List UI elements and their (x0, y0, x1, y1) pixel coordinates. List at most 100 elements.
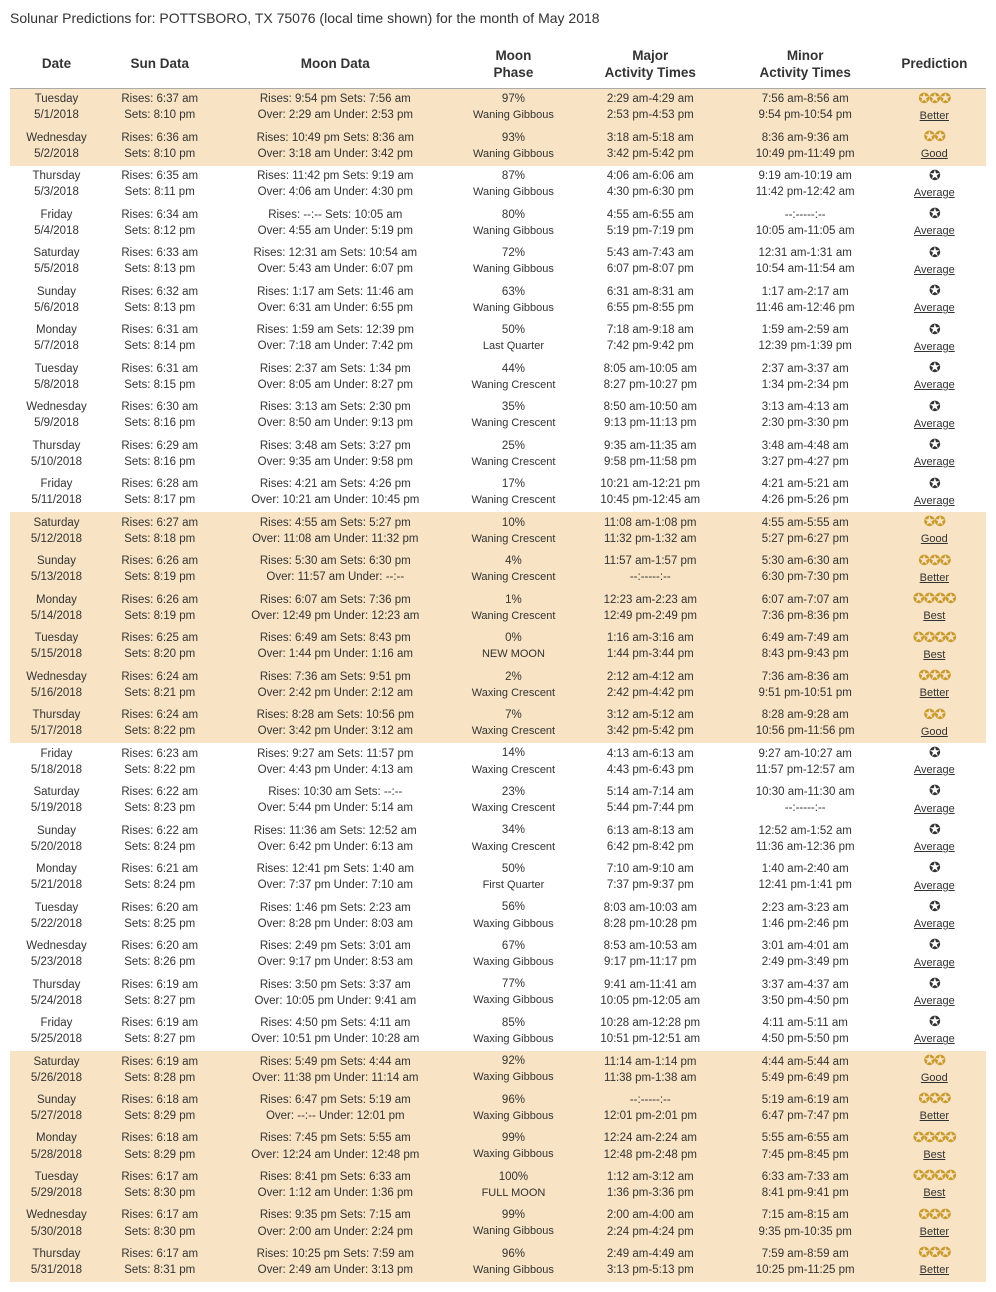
cell-pred: ✪Average (883, 820, 986, 858)
cell-minor: 9:19 am-10:19 am11:42 pm-12:42 am (728, 166, 883, 204)
cell-sun: Rises: 6:20 amSets: 8:25 pm (103, 897, 217, 935)
cell-major: 2:00 am-4:00 am2:24 pm-4:24 pm (573, 1205, 728, 1243)
cell-minor: 3:37 am-4:37 am3:50 pm-4:50 pm (728, 974, 883, 1012)
cell-major: 11:08 am-1:08 pm11:32 pm-1:32 am (573, 512, 728, 550)
cell-minor: 2:37 am-3:37 am1:34 pm-2:34 pm (728, 358, 883, 396)
cell-sun: Rises: 6:26 amSets: 8:19 pm (103, 551, 217, 589)
cell-pred: ✪✪✪Better (883, 551, 986, 589)
cell-pred: ✪Average (883, 781, 986, 819)
cell-date: Tuesday5/8/2018 (10, 358, 103, 396)
cell-phase: 77%Waxing Gibbous (454, 974, 573, 1012)
cell-date: Thursday5/10/2018 (10, 435, 103, 473)
cell-phase: 0%NEW MOON (454, 628, 573, 666)
cell-phase: 7%Waxing Crescent (454, 705, 573, 743)
table-row: Sunday5/6/2018Rises: 6:32 amSets: 8:13 p… (10, 281, 986, 319)
star-icon: ✪✪✪✪ (913, 1167, 956, 1183)
cell-minor: 3:48 am-4:48 am3:27 pm-4:27 pm (728, 435, 883, 473)
star-icon: ✪✪✪ (918, 667, 950, 683)
cell-phase: 14%Waxing Crescent (454, 743, 573, 781)
cell-moon: Rises: 8:41 pm Sets: 6:33 amOver: 1:12 a… (217, 1166, 455, 1204)
cell-minor: 1:17 am-2:17 am11:46 am-12:46 pm (728, 281, 883, 319)
table-row: Friday5/25/2018Rises: 6:19 amSets: 8:27 … (10, 1012, 986, 1050)
table-row: Thursday5/24/2018Rises: 6:19 amSets: 8:2… (10, 974, 986, 1012)
cell-major: 3:18 am-5:18 am3:42 pm-5:42 pm (573, 127, 728, 165)
cell-date: Monday5/14/2018 (10, 589, 103, 627)
cell-major: 7:10 am-9:10 am7:37 pm-9:37 pm (573, 858, 728, 896)
cell-date: Sunday5/27/2018 (10, 1089, 103, 1127)
cell-phase: 80%Waning Gibbous (454, 204, 573, 242)
table-row: Tuesday5/1/2018Rises: 6:37 amSets: 8:10 … (10, 88, 986, 127)
cell-sun: Rises: 6:31 amSets: 8:14 pm (103, 320, 217, 358)
table-row: Wednesday5/16/2018Rises: 6:24 amSets: 8:… (10, 666, 986, 704)
cell-minor: 5:19 am-6:19 am6:47 pm-7:47 pm (728, 1089, 883, 1127)
star-icon: ✪ (929, 359, 940, 375)
table-row: Monday5/21/2018Rises: 6:21 amSets: 8:24 … (10, 858, 986, 896)
table-row: Thursday5/3/2018Rises: 6:35 amSets: 8:11… (10, 166, 986, 204)
cell-phase: 25%Waning Crescent (454, 435, 573, 473)
star-icon: ✪ (929, 167, 940, 183)
table-row: Wednesday5/30/2018Rises: 6:17 amSets: 8:… (10, 1205, 986, 1243)
cell-moon: Rises: 9:27 am Sets: 11:57 pmOver: 4:43 … (217, 743, 455, 781)
cell-moon: Rises: 10:30 am Sets: --:--Over: 5:44 pm… (217, 781, 455, 819)
cell-minor: 4:21 am-5:21 am4:26 pm-5:26 pm (728, 474, 883, 512)
cell-major: 1:12 am-3:12 am1:36 pm-3:36 pm (573, 1166, 728, 1204)
cell-sun: Rises: 6:24 amSets: 8:21 pm (103, 666, 217, 704)
cell-sun: Rises: 6:34 amSets: 8:12 pm (103, 204, 217, 242)
cell-minor: 8:36 am-9:36 am10:49 pm-11:49 pm (728, 127, 883, 165)
cell-sun: Rises: 6:18 amSets: 8:29 pm (103, 1089, 217, 1127)
star-icon: ✪✪✪ (918, 552, 950, 568)
cell-pred: ✪Average (883, 281, 986, 319)
col-sun: Sun Data (103, 44, 217, 88)
cell-sun: Rises: 6:19 amSets: 8:27 pm (103, 974, 217, 1012)
star-icon: ✪✪ (924, 706, 945, 722)
star-icon: ✪ (929, 821, 940, 837)
table-row: Friday5/18/2018Rises: 6:23 amSets: 8:22 … (10, 743, 986, 781)
cell-moon: Rises: 10:25 pm Sets: 7:59 amOver: 2:49 … (217, 1243, 455, 1281)
cell-moon: Rises: 11:42 pm Sets: 9:19 amOver: 4:06 … (217, 166, 455, 204)
star-icon: ✪✪✪ (918, 1244, 950, 1260)
cell-minor: 5:55 am-6:55 am7:45 pm-8:45 pm (728, 1128, 883, 1166)
cell-pred: ✪✪✪Better (883, 666, 986, 704)
cell-major: 6:13 am-8:13 am6:42 pm-8:42 pm (573, 820, 728, 858)
cell-date: Wednesday5/30/2018 (10, 1205, 103, 1243)
table-row: Monday5/7/2018Rises: 6:31 amSets: 8:14 p… (10, 320, 986, 358)
cell-pred: ✪✪✪✪Best (883, 1166, 986, 1204)
cell-major: 2:49 am-4:49 am3:13 pm-5:13 pm (573, 1243, 728, 1281)
star-icon: ✪✪ (924, 513, 945, 529)
cell-pred: ✪✪✪✪Best (883, 628, 986, 666)
star-icon: ✪ (929, 975, 940, 991)
cell-minor: 4:11 am-5:11 am4:50 pm-5:50 pm (728, 1012, 883, 1050)
cell-minor: 4:55 am-5:55 am5:27 pm-6:27 pm (728, 512, 883, 550)
cell-minor: 6:33 am-7:33 am8:41 pm-9:41 pm (728, 1166, 883, 1204)
cell-date: Saturday5/12/2018 (10, 512, 103, 550)
cell-sun: Rises: 6:37 amSets: 8:10 pm (103, 88, 217, 127)
star-icon: ✪ (929, 782, 940, 798)
cell-moon: Rises: 5:30 am Sets: 6:30 pmOver: 11:57 … (217, 551, 455, 589)
cell-moon: Rises: 3:50 pm Sets: 3:37 amOver: 10:05 … (217, 974, 455, 1012)
cell-moon: Rises: 3:13 am Sets: 2:30 pmOver: 8:50 a… (217, 397, 455, 435)
cell-phase: 1%Waning Crescent (454, 589, 573, 627)
star-icon: ✪✪ (924, 128, 945, 144)
star-icon: ✪ (929, 398, 940, 414)
star-icon: ✪ (929, 859, 940, 875)
cell-pred: ✪Average (883, 974, 986, 1012)
cell-date: Thursday5/31/2018 (10, 1243, 103, 1281)
star-icon: ✪ (929, 744, 940, 760)
cell-pred: ✪Average (883, 935, 986, 973)
star-icon: ✪ (929, 436, 940, 452)
star-icon: ✪ (929, 898, 940, 914)
star-icon: ✪ (929, 936, 940, 952)
cell-minor: 4:44 am-5:44 am5:49 pm-6:49 pm (728, 1051, 883, 1089)
cell-major: 9:41 am-11:41 am10:05 pm-12:05 am (573, 974, 728, 1012)
cell-sun: Rises: 6:28 amSets: 8:17 pm (103, 474, 217, 512)
cell-moon: Rises: 4:50 pm Sets: 4:11 amOver: 10:51 … (217, 1012, 455, 1050)
cell-phase: 50%First Quarter (454, 858, 573, 896)
cell-minor: 12:31 am-1:31 am10:54 am-11:54 am (728, 243, 883, 281)
table-row: Saturday5/5/2018Rises: 6:33 amSets: 8:13… (10, 243, 986, 281)
cell-moon: Rises: 3:48 am Sets: 3:27 pmOver: 9:35 a… (217, 435, 455, 473)
cell-phase: 97%Waning Gibbous (454, 88, 573, 127)
cell-sun: Rises: 6:22 amSets: 8:23 pm (103, 781, 217, 819)
cell-pred: ✪Average (883, 243, 986, 281)
table-row: Saturday5/26/2018Rises: 6:19 amSets: 8:2… (10, 1051, 986, 1089)
cell-phase: 50%Last Quarter (454, 320, 573, 358)
